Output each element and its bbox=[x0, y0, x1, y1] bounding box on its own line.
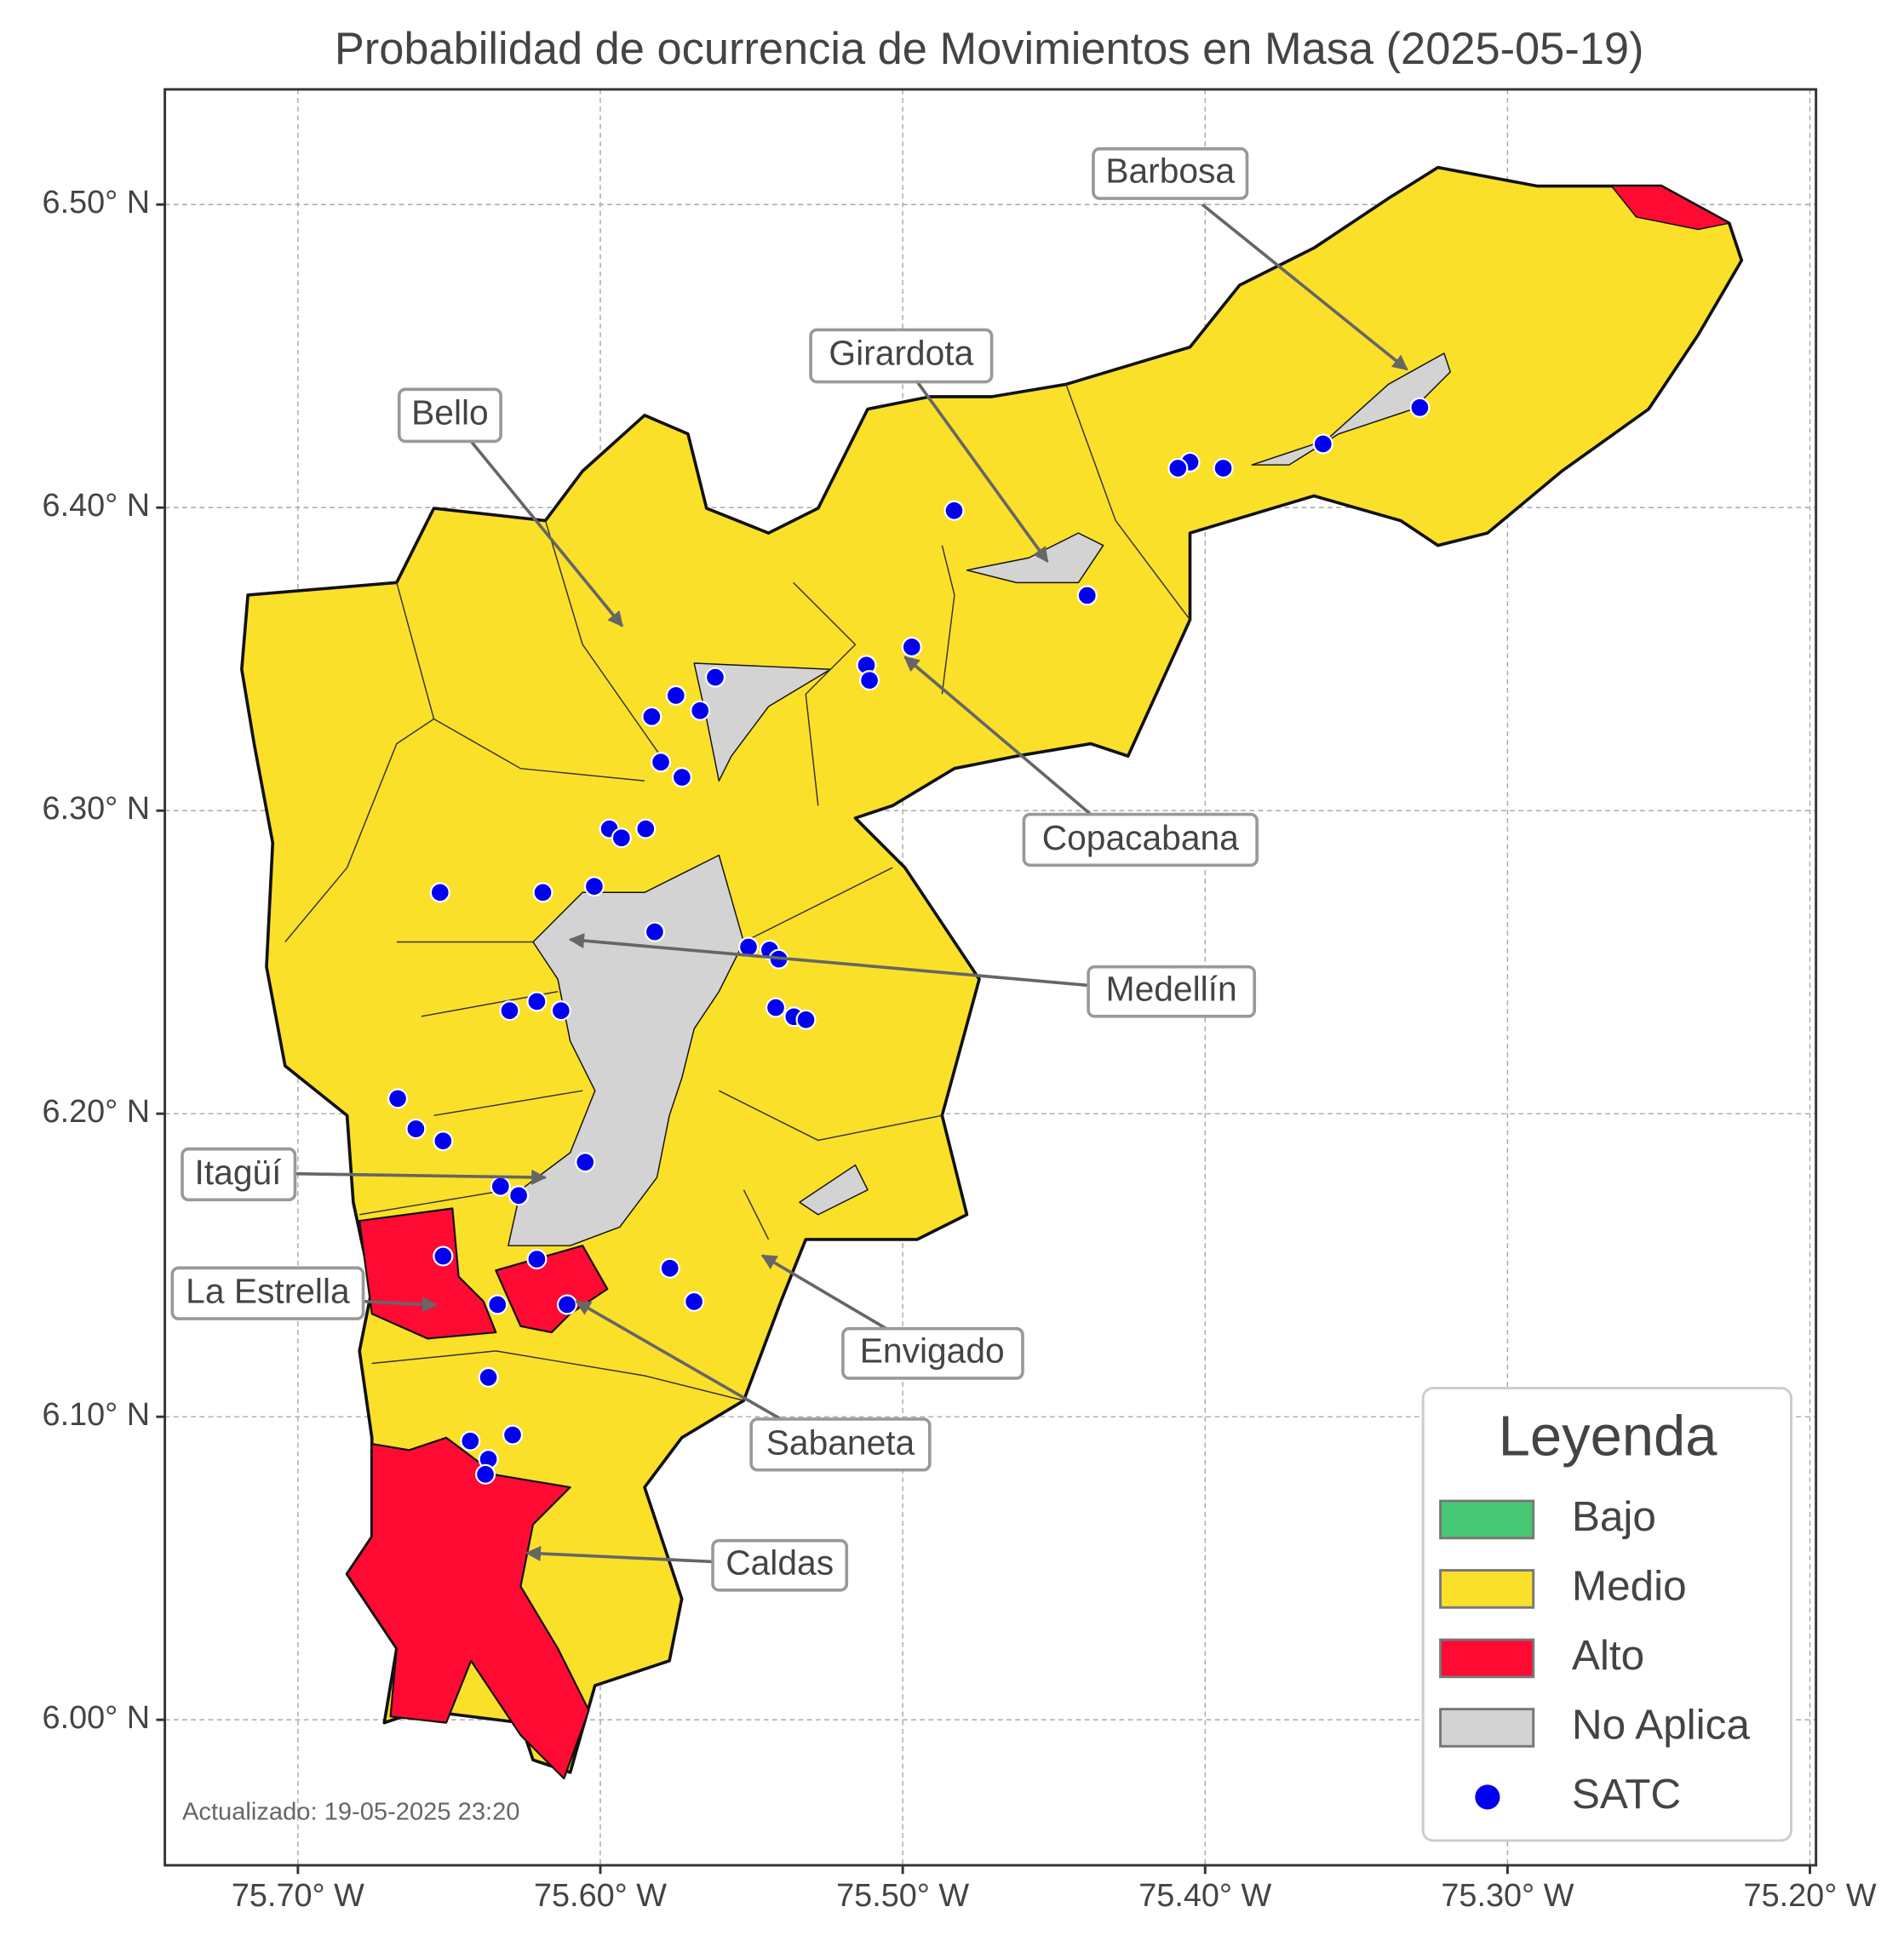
region-alto bbox=[1610, 185, 1730, 231]
legend-swatch bbox=[1439, 1569, 1535, 1609]
annotation: La Estrella bbox=[170, 1266, 439, 1320]
station-point bbox=[526, 991, 548, 1012]
legend-title: Leyenda bbox=[1499, 1404, 1718, 1468]
y-tick-label: 6.20° N bbox=[43, 1094, 151, 1130]
station-point bbox=[502, 1424, 524, 1446]
annotation-label: Girardota bbox=[829, 334, 973, 373]
station-point bbox=[490, 1176, 511, 1197]
annotation: Copacabana bbox=[903, 656, 1259, 867]
station-point bbox=[405, 1118, 427, 1140]
y-tick-label: 6.50° N bbox=[43, 185, 151, 220]
station-point bbox=[532, 882, 553, 903]
legend-label: Bajo bbox=[1572, 1493, 1656, 1540]
regions bbox=[240, 165, 1744, 1780]
annotation: Barbosa bbox=[1092, 147, 1408, 371]
region-alto bbox=[358, 1207, 497, 1340]
station-point bbox=[433, 1245, 454, 1267]
region-no-aplica bbox=[1251, 352, 1451, 466]
x-tick-label: 75.20° W bbox=[1744, 1878, 1877, 1914]
legend-label: Alto bbox=[1572, 1632, 1644, 1679]
station-point bbox=[611, 827, 632, 849]
annotation: Caldas bbox=[525, 1538, 849, 1592]
annotation-label: Barbosa bbox=[1105, 152, 1235, 191]
station-point bbox=[859, 670, 880, 691]
annotation: Itagüí bbox=[181, 1147, 548, 1202]
station-point bbox=[901, 636, 922, 657]
map-frame bbox=[163, 88, 1818, 1867]
annotation-label: La Estrella bbox=[186, 1272, 350, 1311]
annotation-label: Itagüí bbox=[195, 1153, 283, 1192]
legend-label: No Aplica bbox=[1572, 1702, 1751, 1749]
station-point bbox=[1076, 585, 1098, 606]
station-point bbox=[659, 1257, 680, 1279]
station-point bbox=[478, 1366, 499, 1388]
station-point bbox=[943, 500, 965, 521]
legend-label: Medio bbox=[1572, 1562, 1687, 1609]
annotations: Barbosa Girardota Bello Copacabana Medel… bbox=[170, 147, 1408, 1592]
station-point bbox=[550, 1000, 571, 1022]
annotation: Sabaneta bbox=[575, 1300, 932, 1472]
axes: 75.70° W 75.60° W 75.50° W 75.40° W 75.30° W… bbox=[43, 185, 1877, 1914]
station-point bbox=[460, 1430, 481, 1451]
annotation-label: Sabaneta bbox=[766, 1423, 915, 1462]
y-tick-label: 6.10° N bbox=[43, 1397, 151, 1433]
annotation: Bello bbox=[397, 387, 624, 627]
station-point bbox=[487, 1294, 508, 1315]
municipal-border bbox=[284, 384, 1191, 1401]
x-tick-label: 75.40° W bbox=[1138, 1878, 1271, 1914]
map-title: Probabilidad de ocurrencia de Movimiento… bbox=[335, 25, 1644, 74]
x-tick-label: 75.50° W bbox=[836, 1878, 969, 1914]
annotation-label: Copacabana bbox=[1042, 818, 1239, 857]
legend-swatch bbox=[1439, 1708, 1535, 1748]
x-tick-label: 75.60° W bbox=[534, 1878, 667, 1914]
station-point bbox=[508, 1185, 530, 1206]
station-point bbox=[671, 767, 692, 788]
station-point bbox=[433, 1131, 454, 1152]
station-point bbox=[1213, 457, 1234, 478]
annotation-label: Bello bbox=[411, 393, 489, 432]
annotation-label: Medellín bbox=[1106, 970, 1237, 1009]
station-point bbox=[665, 684, 686, 706]
station-point bbox=[1409, 397, 1431, 418]
x-tick-label: 75.30° W bbox=[1441, 1878, 1574, 1914]
annotation: Envigado bbox=[760, 1254, 1024, 1380]
station-point bbox=[387, 1088, 409, 1109]
station-point bbox=[690, 700, 711, 721]
annotation: Medellín bbox=[568, 932, 1257, 1018]
x-tick-label: 75.70° W bbox=[232, 1878, 364, 1914]
region-no-aplica bbox=[799, 1164, 869, 1216]
update-note: Actualizado: 19-05-2025 23:20 bbox=[182, 1799, 520, 1826]
station-point bbox=[499, 1000, 520, 1022]
station-point bbox=[575, 1152, 596, 1173]
y-tick-label: 6.30° N bbox=[43, 791, 151, 827]
legend-swatch bbox=[1439, 1499, 1535, 1540]
station-point bbox=[635, 818, 657, 839]
region-no-aplica bbox=[508, 854, 745, 1246]
station-point bbox=[795, 1009, 817, 1030]
annotation-label: Caldas bbox=[725, 1543, 834, 1583]
station-point bbox=[684, 1291, 705, 1312]
station-point bbox=[556, 1294, 577, 1315]
station-point bbox=[704, 667, 725, 688]
station-point bbox=[644, 921, 665, 942]
station-point bbox=[1167, 457, 1189, 478]
annotation-label: Envigado bbox=[860, 1331, 1005, 1371]
y-tick-label: 6.40° N bbox=[43, 488, 151, 524]
legend: Leyenda Bajo Medio Alto No Aplica SATC bbox=[1421, 1387, 1792, 1842]
annotation: Girardota bbox=[809, 328, 1049, 564]
station-point bbox=[651, 752, 672, 773]
station-point bbox=[526, 1249, 548, 1270]
legend-label: SATC bbox=[1572, 1771, 1681, 1818]
stations bbox=[387, 397, 1431, 1485]
legend-swatch bbox=[1439, 1638, 1535, 1679]
legend-marker bbox=[1475, 1784, 1500, 1810]
station-point bbox=[1312, 433, 1333, 455]
station-point bbox=[641, 706, 662, 727]
station-point bbox=[765, 997, 786, 1018]
station-point bbox=[429, 882, 450, 903]
station-point bbox=[583, 876, 605, 897]
station-point bbox=[475, 1463, 496, 1485]
y-tick-label: 6.00° N bbox=[43, 1700, 151, 1736]
